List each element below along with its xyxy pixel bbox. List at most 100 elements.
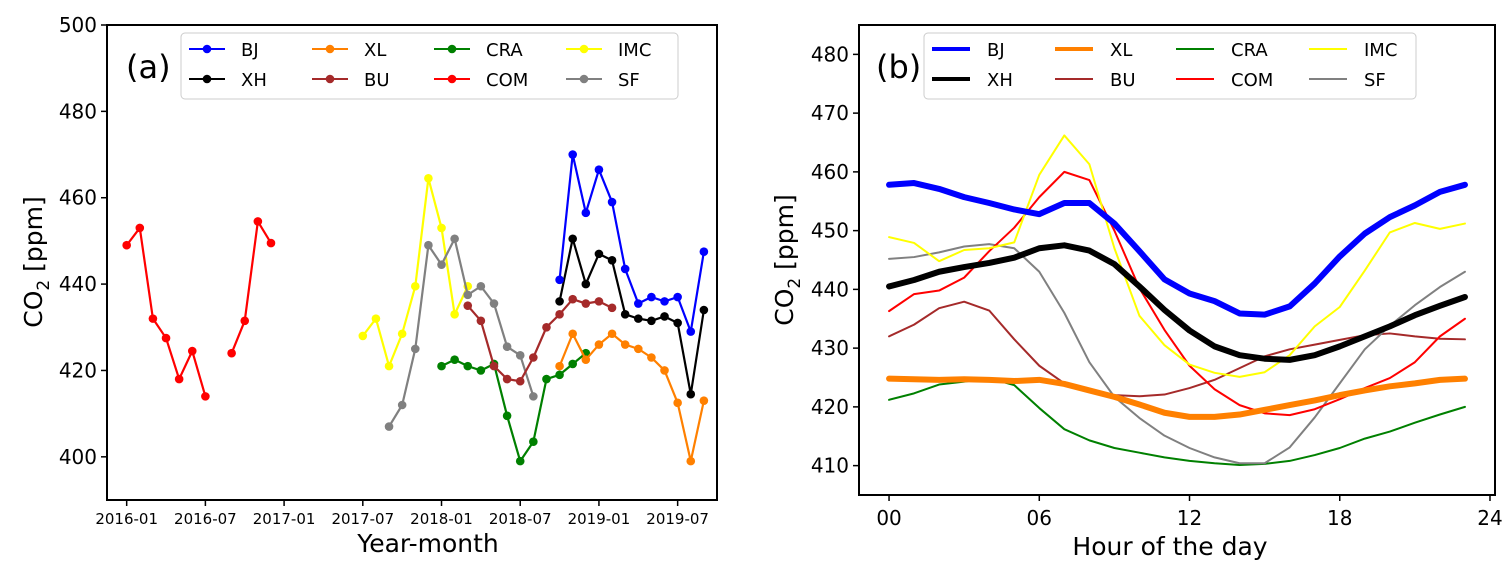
panel-a-point-bu [529,353,538,362]
panel-a-legend-label: IMC [618,40,651,61]
panel-b-legend-label: XL [1110,40,1132,61]
panel-a-point-bu [476,316,486,326]
panel-a-series-bu [463,294,617,386]
panel-a-point-xl [699,396,709,405]
panel-a-legend-entry: IMC [566,40,651,61]
panel-a-point-imc [437,223,446,233]
panel-a-line-sf [388,237,535,428]
panel-a-ylabel: CO2 [ppm] [19,196,54,328]
panel-a-point-com [240,316,250,326]
panel-b-legend-label: SF [1364,70,1386,91]
panel-a-point-xl [686,456,696,466]
panel-a-legend-entry: BU [312,70,390,91]
panel-b-xtick-label: 06 [1027,506,1052,530]
panel-a-point-sf [410,344,420,354]
panel-a-point-bj [555,275,564,285]
panel-b-legend-label: CRA [1231,40,1268,61]
panel-b-legend-box [923,32,1417,100]
panel-a-point-sf [529,392,538,401]
panel-a-point-xl [607,329,617,339]
panel-a-xtick-label: 2019-01 [568,510,631,528]
panel-b-line-com [888,170,1466,417]
panel-b-ytick-label: 420 [811,395,849,419]
panel-a-xtick-label: 2016-01 [95,510,158,528]
panel-a-point-xl [633,344,643,354]
panel-a-point-bu [489,361,499,371]
panel-a-xtick-label: 2017-01 [253,510,316,528]
panel-a-point-bj [581,208,591,218]
panel-a-point-bu [515,376,525,386]
panel-a-legend-entry: CRA [434,40,523,61]
panel-b-line-xh [886,242,1468,363]
panel-a-point-com [122,240,131,250]
panel-a-point-xh [647,316,656,326]
panel-a-legend-label: BU [364,70,390,91]
panel-a-legend-label: XH [241,70,267,91]
panel-a-point-com [253,217,263,226]
panel-a-legend-label: COM [486,70,528,91]
panel-b-ylabel-sub: 2 [785,278,805,289]
panel-a-legend-entry: XH [189,70,267,91]
panel-a-point-cra [450,355,459,364]
panel-b-line-imc [888,134,1466,378]
panel-a-line-com [125,226,207,397]
panel-b-ylabel: CO2 [ppm] [770,194,805,326]
panel-b-label: (b) [876,48,921,86]
panel-a-point-bu [463,301,473,310]
panel-a-legend: BJ XH XL BU CRA COM IMC SF [180,32,679,100]
panel-a-point-xh [568,234,577,244]
panel-a-point-xl [568,329,577,339]
panel-a-point-imc [384,361,394,371]
panel-b-legend: BJ XH XL BU CRA COM IMC SF [923,32,1417,100]
panel-a-series-sf [384,234,538,431]
panel-b-xtick-label: 24 [1477,506,1502,530]
panel-a-legend-entry: XL [312,40,386,61]
panel-a-ytick-label: 440 [59,272,97,296]
panel-a-point-xl [594,340,604,349]
panel-a-point-xl [581,355,591,364]
panel-a-point-xh [594,249,604,259]
panel-a-point-xh [699,305,709,315]
panel-a-point-cra [529,437,538,447]
panel-a-point-xl [555,361,564,371]
panel-a-point-bu [607,303,617,313]
panel-a-xtick-label: 2016-07 [174,510,237,528]
panel-b-ytick-label: 410 [811,454,849,478]
panel-a-xtick-label: 2017-07 [331,510,394,528]
panel-a-point-cra [502,411,512,421]
panel-a-ytick-label: 480 [59,99,97,123]
panel-a-point-com [187,346,197,356]
panel-a-point-xl [647,353,656,362]
panel-b-ytick-label: 480 [811,42,849,66]
panel-a-point-cra [568,359,577,369]
panel-a-point-com [174,374,184,384]
panel-a-point-cra [437,361,446,371]
panel-a-point-cra [463,361,473,371]
panel-a-point-bj [568,150,577,159]
panel-a-xtick-label: 2018-07 [489,510,552,528]
panel-a-point-sf [502,342,512,352]
panel-a-series-xl [555,329,709,466]
panel-a-ticks: 400 420 440 460 480 500 2016-01 2016-07 2017-01 2… [59,13,709,528]
panel-a-point-com [161,333,171,343]
panel-b-ytick-label: 470 [811,101,849,125]
panel-a-legend-entry: COM [434,70,528,91]
panel-b-legend-entry: COM [1176,70,1273,91]
panel-a-point-imc [358,331,368,341]
panel-b-xtick-label: 12 [1177,506,1202,530]
panel-a-point-xh [633,314,643,323]
panel-a-point-imc [397,329,407,339]
panel-a-series-com [122,217,276,401]
panel-a-legend-label: XL [364,40,386,61]
panel-b-xtick-label: 00 [876,506,901,530]
panel-a-legend-marker [202,44,212,54]
panel-a-point-bu [581,299,591,308]
panel-a-legend-box [180,32,679,100]
panel-b-ylabel-unit: [ppm] [770,194,799,278]
panel-a-point-bj [673,292,682,302]
panel-a-point-cra [476,366,486,375]
panel-a-legend-marker [579,44,589,54]
panel-a-point-cra [555,370,564,380]
panel-a-line-imc [361,177,469,368]
panel-a-point-com [266,238,276,248]
